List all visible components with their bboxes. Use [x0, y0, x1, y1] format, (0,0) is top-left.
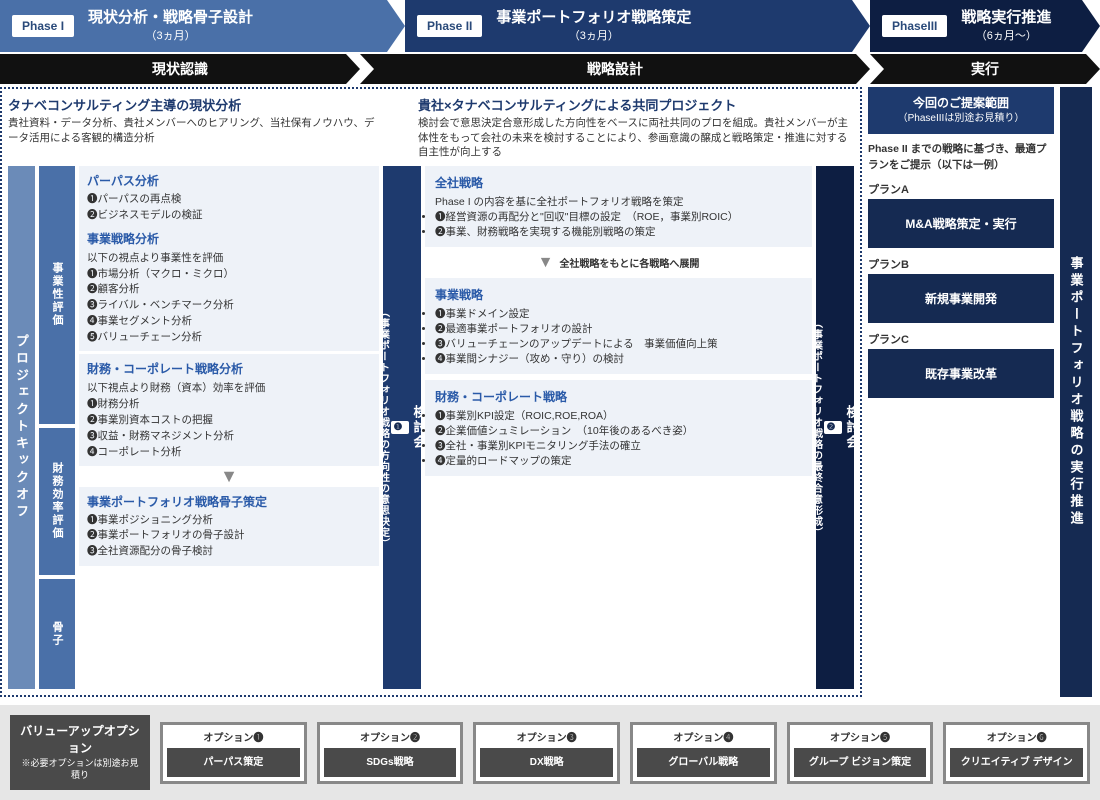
phase-1-badge: Phase I	[12, 15, 74, 37]
phase-3-sub: （6ヵ月～）	[961, 27, 1051, 43]
phase-1-title: 現状分析・戦略骨子設計	[88, 9, 253, 27]
phase-3-title: 戦略実行推進	[961, 9, 1051, 27]
option-4: オプション❹グローバル戦略	[630, 722, 777, 784]
plans-col: 今回のご提案範囲 （PhaseIIIは別途お見積り） Phase II までの戦…	[868, 87, 1054, 697]
panel-finance: 財務・コーポレート戦略分析 以下視点より財務（資本）効率を評価 ❶財務分析❷事業…	[79, 354, 379, 466]
phase-3-badge: PhaseIII	[882, 15, 947, 37]
down-arrow-icon: ▼	[538, 254, 554, 272]
plan-intro: Phase II までの戦略に基づき、最適プランをご提示（以下は一例）	[868, 142, 1054, 174]
phase-1: Phase I 現状分析・戦略骨子設計 （3ヵ月）	[0, 0, 405, 52]
phase-2-title: 事業ポートフォリオ戦略策定	[496, 9, 691, 27]
panel-finance-title: 財務・コーポレート戦略分析	[87, 360, 371, 377]
eval-3: 骨子	[39, 579, 75, 689]
phase-2-sub: （3ヵ月）	[496, 27, 691, 43]
main-content: タナベコンサルティング主導の現状分析 貴社資料・データ分析、貴社メンバーへのヒア…	[0, 87, 1100, 697]
phase-2-badge: Phase II	[417, 15, 482, 37]
right-header: 貴社×タナベコンサルティングによる共同プロジェクト 検討会で意思決定合意形成した…	[418, 95, 854, 160]
option-6: オプション❻クリエイティブ デザイン	[943, 722, 1090, 784]
proposal-box: 今回のご提案範囲 （PhaseIIIは別途お見積り）	[868, 87, 1054, 134]
plan-c: プランC 既存事業改革	[868, 331, 1054, 398]
exec-side: 事業ポートフォリオ戦略の実行推進	[1060, 87, 1092, 697]
headers: タナベコンサルティング主導の現状分析 貴社資料・データ分析、貴社メンバーへのヒア…	[8, 95, 854, 160]
panel-bizstrat-title: 事業戦略分析	[87, 230, 371, 247]
stage-2: 戦略設計	[360, 54, 870, 84]
panel-corp-strat: 全社戦略 Phase I の内容を基に全社ポートフォリオ戦略を策定 ❶経営資源の…	[425, 166, 812, 247]
phase-1-sub: （3ヵ月）	[88, 27, 253, 43]
panel-purpose-title: パーパス分析	[87, 172, 371, 189]
valup-label: バリューアップオプション ※必要オプションは別途お見積り	[10, 715, 150, 790]
panel-fin-strat: 財務・コーポレート戦略 ❶事業別KPI設定（ROIC,ROE,ROA）❷企業価値…	[425, 380, 812, 476]
eval-2: 財務効率評価	[39, 428, 75, 575]
option-5: オプション❺グループ ビジョン策定	[787, 722, 934, 784]
phase12-block: タナベコンサルティング主導の現状分析 貴社資料・データ分析、貴社メンバーへのヒア…	[0, 87, 862, 697]
option-3: オプション❸DX戦略	[473, 722, 620, 784]
left-header: タナベコンサルティング主導の現状分析 貴社資料・データ分析、貴社メンバーへのヒア…	[8, 95, 378, 160]
phase1-panels: パーパス分析 ❶パーパスの再点検❷ビジネスモデルの検証 事業戦略分析 以下の視点…	[79, 166, 379, 689]
panel-purpose: パーパス分析 ❶パーパスの再点検❷ビジネスモデルの検証 事業戦略分析 以下の視点…	[79, 166, 379, 351]
phase-2: Phase II 事業ポートフォリオ戦略策定 （3ヵ月）	[405, 0, 870, 52]
down-arrow-icon: ▼	[79, 469, 379, 483]
option-1: オプション❶パーパス策定	[160, 722, 307, 784]
kentou-1: 検討会 ❶ （事業ポートフォリオ戦略の方向性の意思決定）	[383, 166, 421, 689]
options-row: バリューアップオプション ※必要オプションは別途お見積り オプション❶パーパス策…	[0, 705, 1100, 800]
content-row: プロジェクトキックオフ 事業性評価 財務効率評価 骨子 パーパス分析 ❶パーパス…	[8, 166, 854, 689]
left-header-text: 貴社資料・データ分析、貴社メンバーへのヒアリング、当社保有ノウハウ、データ活用に…	[8, 116, 378, 145]
eval-1: 事業性評価	[39, 166, 75, 424]
kentou-2: 検討会 ❷ （事業ポートフォリオ戦略の最終合意形成）	[816, 166, 854, 689]
phase3-block: 今回のご提案範囲 （PhaseIIIは別途お見積り） Phase II までの戦…	[868, 87, 1092, 697]
phase-3: PhaseIII 戦略実行推進 （6ヵ月～）	[870, 0, 1100, 52]
plan-a: プランA M&A戦略策定・実行	[868, 181, 1054, 248]
phase-row: Phase I 現状分析・戦略骨子設計 （3ヵ月） Phase II 事業ポート…	[0, 0, 1100, 52]
expand-row: ▼ 全社戦略をもとに各戦略へ展開	[425, 253, 812, 272]
right-header-text: 検討会で意思決定合意形成した方向性をベースに両社共同のプロを組成。貴社メンバーが…	[418, 116, 854, 160]
phase2-panels: 全社戦略 Phase I の内容を基に全社ポートフォリオ戦略を策定 ❶経営資源の…	[425, 166, 812, 689]
option-2: オプション❷SDGs戦略	[317, 722, 464, 784]
left-header-title: タナベコンサルティング主導の現状分析	[8, 95, 378, 114]
panel-skeleton: 事業ポートフォリオ戦略骨子策定 ❶事業ポジショニング分析❷事業ポートフォリオの骨…	[79, 487, 379, 566]
right-header-title: 貴社×タナベコンサルティングによる共同プロジェクト	[418, 95, 854, 114]
plan-b: プランB 新規事業開発	[868, 256, 1054, 323]
eval-col: 事業性評価 財務効率評価 骨子	[39, 166, 75, 689]
diagram-root: Phase I 現状分析・戦略骨子設計 （3ヵ月） Phase II 事業ポート…	[0, 0, 1100, 800]
panel-biz-strat: 事業戦略 ❶事業ドメイン設定❷最適事業ポートフォリオの設計❸バリューチェーンのア…	[425, 278, 812, 374]
stage-3: 実行	[870, 54, 1100, 84]
panel-skeleton-title: 事業ポートフォリオ戦略骨子策定	[87, 493, 371, 510]
kickoff-side: プロジェクトキックオフ	[8, 166, 35, 689]
stage-1: 現状認識	[0, 54, 360, 84]
stage-row: 現状認識 戦略設計 実行	[0, 54, 1100, 84]
